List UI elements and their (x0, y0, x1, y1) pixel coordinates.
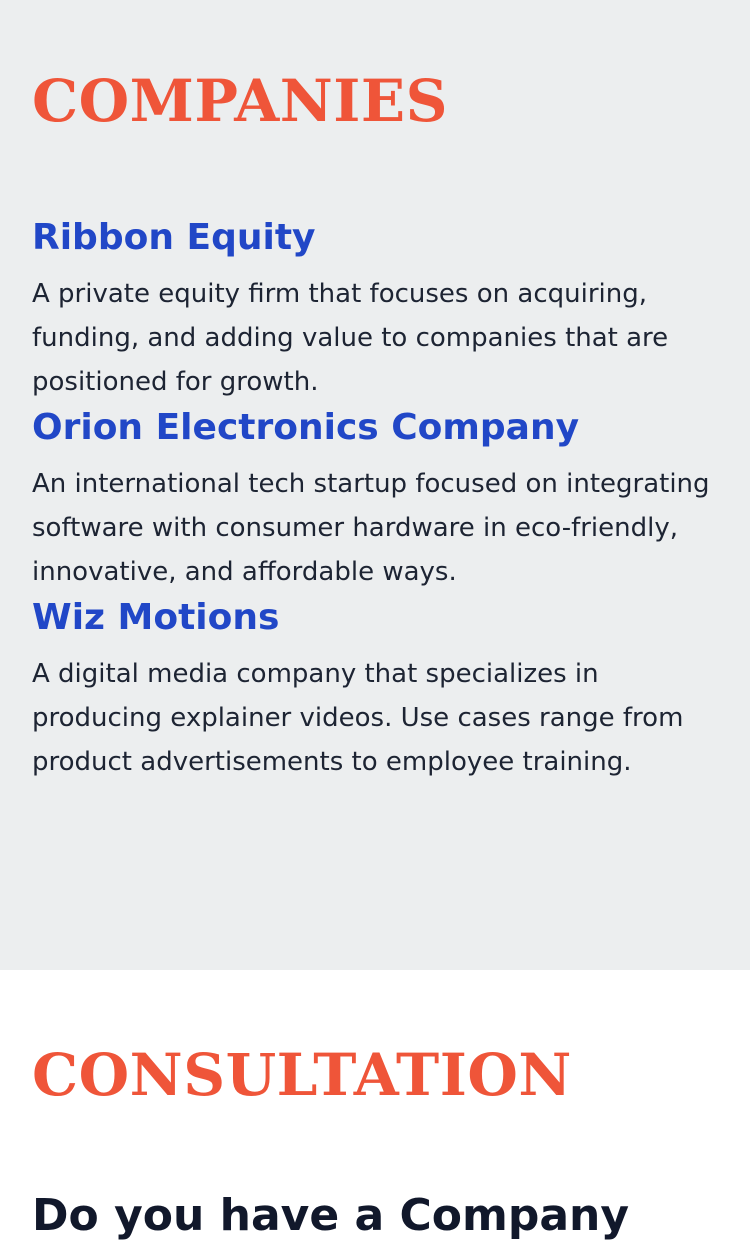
company-name[interactable]: Ribbon Equity (32, 217, 316, 258)
consultation-section: CONSULTATION Do you have a Company (0, 970, 750, 1253)
consultation-heading: Do you have a Company (32, 1190, 630, 1241)
consultation-title: CONSULTATION (32, 1041, 572, 1109)
company-name[interactable]: Orion Electronics Company (32, 407, 580, 448)
company-description: An international tech startup focused on… (32, 469, 710, 587)
company-list: Ribbon Equity A private equity firm that… (32, 214, 718, 784)
company-item: Orion Electronics Company An internation… (32, 404, 718, 594)
company-item: Ribbon Equity A private equity firm that… (32, 214, 718, 404)
company-description: A digital media company that specializes… (32, 659, 684, 777)
companies-title: COMPANIES (32, 67, 449, 135)
companies-section: COMPANIES Ribbon Equity A private equity… (0, 0, 750, 970)
company-item: Wiz Motions A digital media company that… (32, 594, 718, 784)
company-description: A private equity firm that focuses on ac… (32, 279, 669, 397)
company-name[interactable]: Wiz Motions (32, 597, 280, 638)
